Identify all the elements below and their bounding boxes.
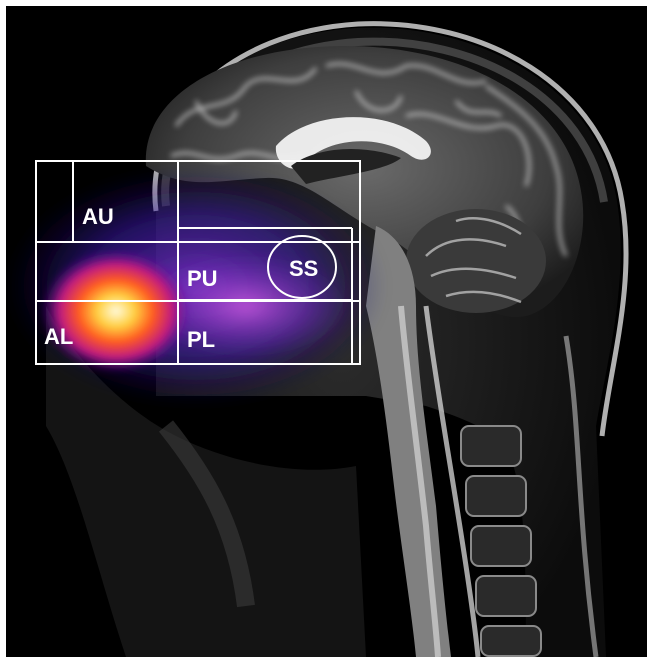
mri-figure: AU PU SS AL PL [6, 6, 647, 657]
activation-heatmap [6, 166, 386, 406]
roi-ss-circle [267, 235, 337, 299]
roi-label-pu: PU [187, 266, 218, 291]
roi-label-ss: SS [289, 256, 318, 281]
roi-lower-box [35, 241, 361, 365]
mri-canvas: AU PU SS AL PL [6, 21, 629, 657]
roi-grid [35, 160, 361, 365]
roi-label-pl: PL [187, 327, 215, 352]
roi-label-al: AL [44, 324, 73, 349]
roi-label-au: AU [82, 204, 114, 229]
